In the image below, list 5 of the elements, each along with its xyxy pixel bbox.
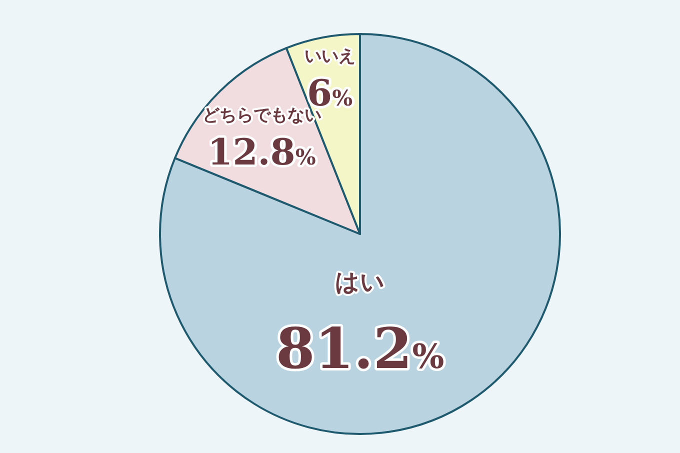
data-label: 12.8% — [208, 132, 316, 174]
slice-label: はい — [335, 268, 385, 296]
pie-slice — [159, 33, 561, 435]
slice-label: いいえ — [304, 46, 356, 67]
data-label: 81.2% — [276, 316, 444, 382]
